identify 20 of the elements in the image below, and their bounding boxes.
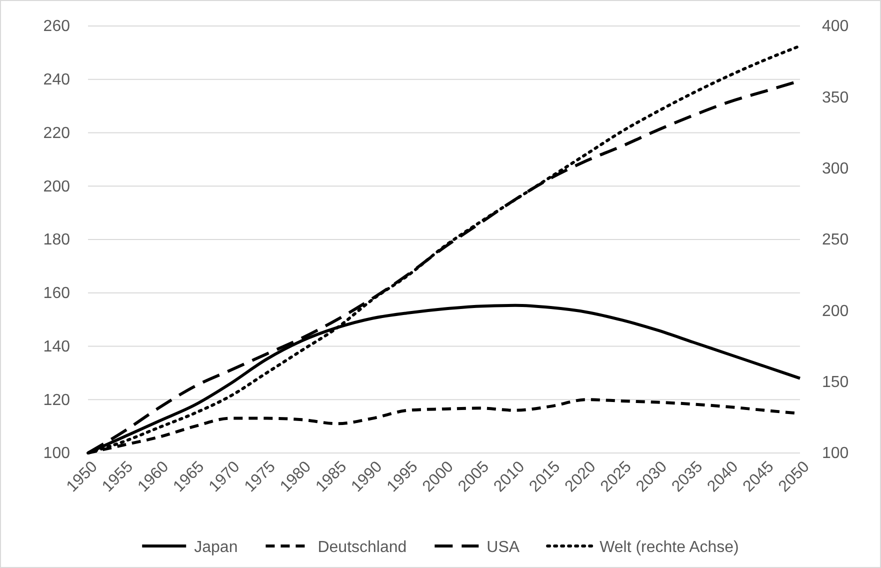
y2-tick-label: 200: [822, 302, 849, 320]
y-tick-label: 160: [43, 284, 70, 302]
y-tick-label: 100: [43, 445, 70, 462]
y2-tick-label: 350: [822, 89, 849, 106]
y-tick-label: 240: [43, 71, 70, 88]
y2-tick-label: 100: [822, 445, 849, 462]
legend-label: USA: [486, 539, 520, 556]
y2-tick-label: 250: [822, 232, 849, 249]
legend-label: Deutschland: [318, 539, 407, 556]
y-tick-label: 200: [43, 178, 70, 196]
y-tick-label: 180: [43, 232, 70, 249]
legend-label: Japan: [194, 539, 238, 556]
legend-label: Welt (rechte Achse): [600, 539, 739, 556]
y2-tick-label: 300: [822, 160, 849, 178]
y-tick-label: 140: [43, 338, 70, 356]
y-tick-label: 120: [43, 392, 70, 409]
y2-tick-label: 150: [822, 374, 849, 391]
y-tick-label: 260: [43, 18, 70, 36]
y2-tick-label: 400: [822, 18, 849, 36]
y-tick-label: 220: [43, 124, 70, 142]
